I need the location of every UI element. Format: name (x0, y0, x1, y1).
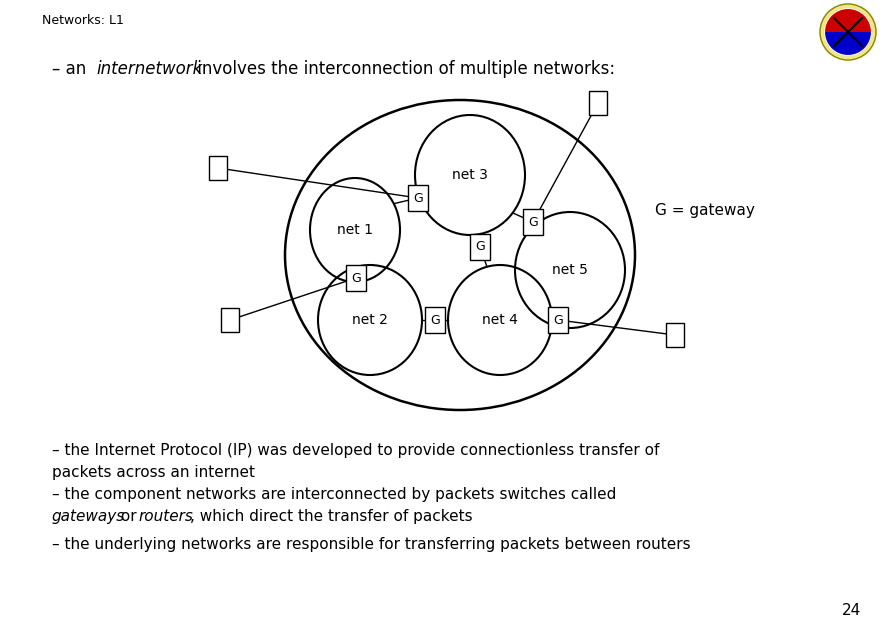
Text: net 2: net 2 (352, 313, 388, 327)
Text: G: G (475, 241, 485, 253)
Text: gateways: gateways (52, 509, 126, 524)
Text: G: G (528, 215, 538, 229)
Wedge shape (825, 9, 871, 32)
FancyBboxPatch shape (548, 307, 568, 333)
Text: net 4: net 4 (482, 313, 518, 327)
Text: or: or (116, 509, 142, 524)
Circle shape (820, 4, 876, 60)
Text: G: G (351, 272, 361, 285)
FancyBboxPatch shape (408, 185, 428, 211)
Text: – an: – an (52, 60, 92, 78)
Text: G: G (430, 314, 440, 326)
Wedge shape (825, 32, 871, 55)
Text: G: G (413, 192, 423, 205)
Text: G: G (553, 314, 563, 326)
FancyBboxPatch shape (209, 156, 227, 180)
Circle shape (825, 9, 871, 55)
Text: packets across an internet: packets across an internet (52, 465, 255, 480)
Text: routers: routers (138, 509, 192, 524)
Text: – the Internet Protocol (IP) was developed to provide connectionless transfer of: – the Internet Protocol (IP) was develop… (52, 443, 659, 458)
Text: – the underlying networks are responsible for transferring packets between route: – the underlying networks are responsibl… (52, 537, 691, 552)
FancyBboxPatch shape (589, 91, 607, 115)
Text: – the component networks are interconnected by packets switches called: – the component networks are interconnec… (52, 487, 617, 502)
FancyBboxPatch shape (425, 307, 445, 333)
Text: G = gateway: G = gateway (655, 202, 755, 217)
Text: internetwork: internetwork (96, 60, 202, 78)
Text: 24: 24 (842, 603, 861, 618)
Text: net 5: net 5 (552, 263, 588, 277)
FancyBboxPatch shape (346, 265, 366, 291)
Text: Networks: L1: Networks: L1 (42, 14, 124, 27)
FancyBboxPatch shape (470, 234, 490, 260)
FancyBboxPatch shape (666, 323, 684, 347)
FancyBboxPatch shape (523, 209, 543, 235)
Text: net 1: net 1 (337, 223, 373, 237)
Text: , which direct the transfer of packets: , which direct the transfer of packets (190, 509, 472, 524)
Text: involves the interconnection of multiple networks:: involves the interconnection of multiple… (192, 60, 615, 78)
FancyBboxPatch shape (221, 308, 239, 332)
Text: net 3: net 3 (452, 168, 488, 182)
